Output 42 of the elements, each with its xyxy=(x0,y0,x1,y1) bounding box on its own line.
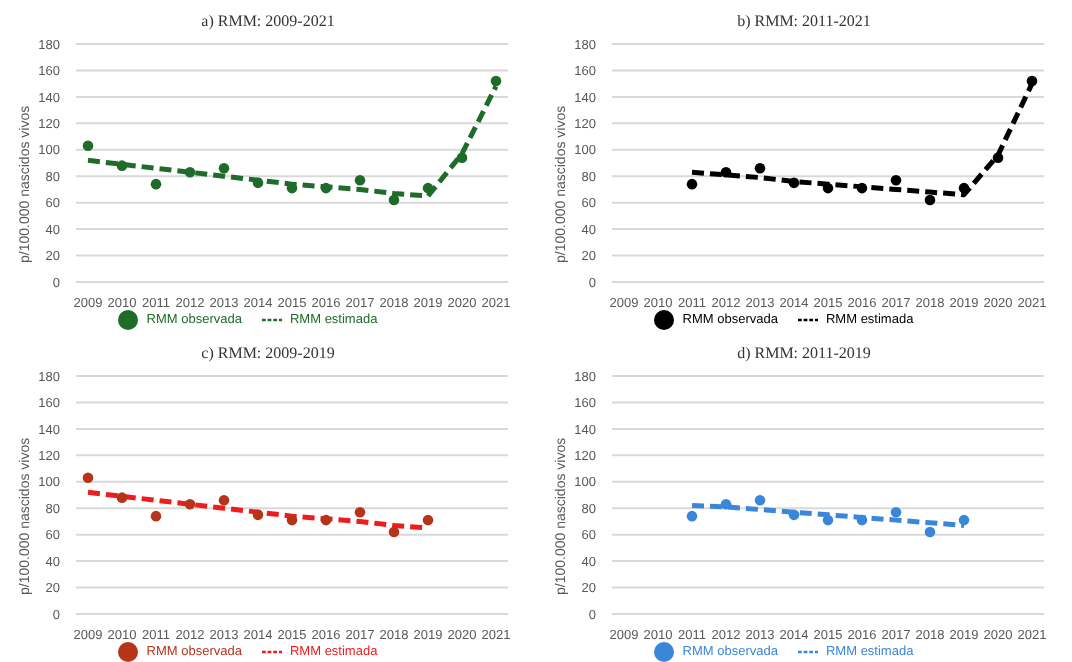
point xyxy=(992,152,1004,163)
point xyxy=(422,513,434,525)
point xyxy=(116,160,128,171)
point xyxy=(754,494,766,505)
point xyxy=(150,509,162,521)
point xyxy=(218,494,230,505)
point xyxy=(788,177,800,189)
point xyxy=(116,491,128,502)
chart-title: d) RMM: 2011-2019 xyxy=(735,341,873,363)
point xyxy=(754,163,766,174)
point xyxy=(388,525,400,537)
point xyxy=(82,471,94,483)
point xyxy=(252,177,264,189)
chart-title: a) RMM: 2009-2021 xyxy=(199,10,337,32)
point xyxy=(856,513,868,525)
point xyxy=(890,174,902,186)
point xyxy=(320,182,332,194)
point xyxy=(82,140,94,152)
point xyxy=(958,182,970,194)
chart-title: b) RMM: 2011-2021 xyxy=(735,10,873,32)
point xyxy=(388,194,400,206)
point xyxy=(958,513,970,525)
point xyxy=(788,508,800,520)
point xyxy=(856,182,868,194)
point xyxy=(822,182,834,194)
point xyxy=(686,178,698,190)
point xyxy=(218,163,230,174)
point xyxy=(422,182,434,194)
point xyxy=(686,509,698,521)
point xyxy=(720,166,732,178)
point xyxy=(184,166,196,178)
point xyxy=(354,174,366,186)
point xyxy=(456,152,468,163)
point xyxy=(924,194,936,206)
chart-title: c) RMM: 2009-2019 xyxy=(199,341,337,363)
point xyxy=(150,178,162,190)
point xyxy=(1026,75,1038,87)
point xyxy=(252,508,264,520)
point xyxy=(490,75,502,87)
point xyxy=(286,513,298,525)
point xyxy=(320,513,332,525)
point xyxy=(924,525,936,537)
